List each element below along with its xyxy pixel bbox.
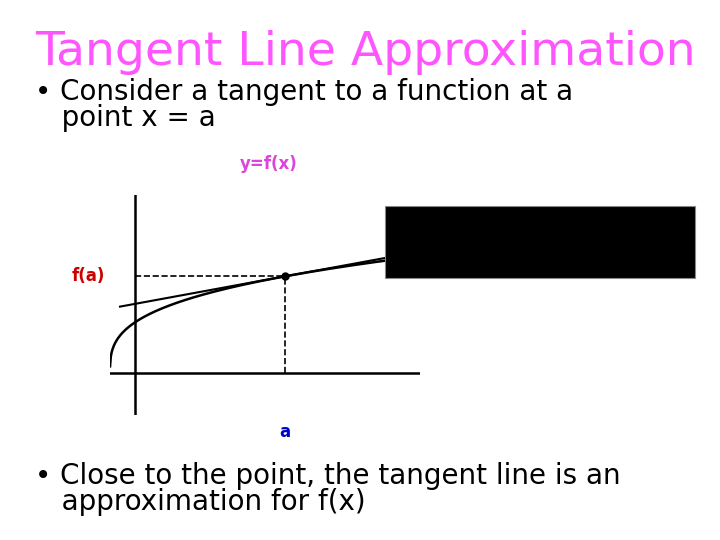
Text: • Close to the point, the tangent line is an: • Close to the point, the tangent line i… — [35, 462, 621, 490]
Text: •The equation of the tangent line:: •The equation of the tangent line: — [393, 214, 654, 229]
Text: Tangent Line Approximation: Tangent Line Approximation — [35, 30, 696, 75]
Text: point x = a: point x = a — [35, 104, 216, 132]
Text: f(a): f(a) — [71, 267, 105, 285]
Text: a: a — [279, 423, 291, 441]
Text: y = f(a) + f ’(a)(x – a): y = f(a) + f ’(a)(x – a) — [393, 232, 625, 251]
Text: y=f(x): y=f(x) — [240, 155, 298, 173]
Text: approximation for f(x): approximation for f(x) — [35, 488, 366, 516]
Text: • Consider a tangent to a function at a: • Consider a tangent to a function at a — [35, 78, 573, 106]
